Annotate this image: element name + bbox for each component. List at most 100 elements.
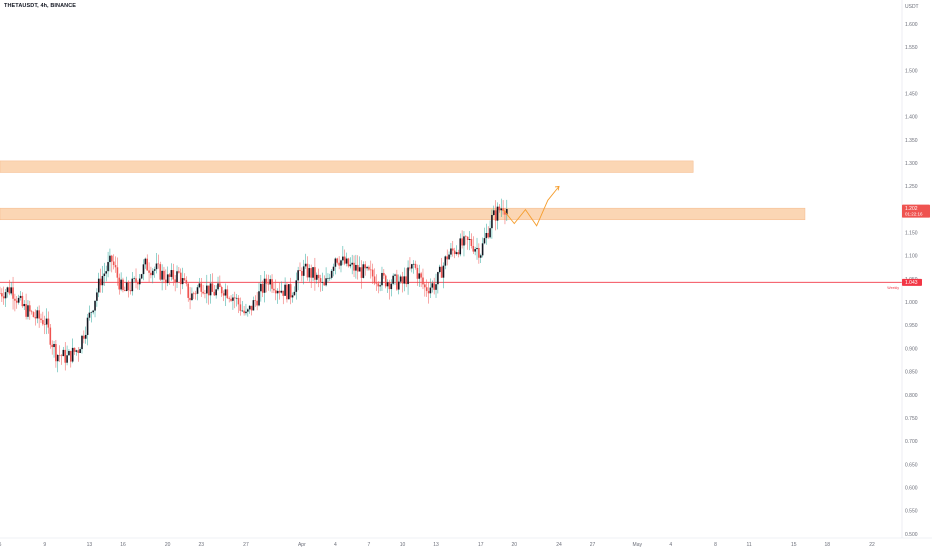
candle-body — [96, 292, 98, 301]
candle-body — [64, 349, 67, 363]
candle — [340, 259, 342, 273]
candle-body — [112, 261, 115, 266]
candle-body — [217, 283, 219, 290]
candle-body — [99, 278, 102, 286]
candle — [280, 281, 283, 294]
candle — [254, 295, 257, 307]
candle — [506, 199, 508, 221]
candle-body — [444, 256, 447, 266]
candle-body — [489, 228, 491, 238]
candle-body — [232, 297, 234, 301]
candle-body — [118, 277, 121, 290]
candle — [181, 267, 184, 290]
candle — [96, 288, 98, 307]
candle — [321, 272, 324, 292]
candle-body — [83, 335, 85, 339]
candle — [504, 207, 506, 225]
candle-body — [233, 297, 236, 299]
candle-body — [273, 288, 275, 291]
candle-body — [168, 274, 171, 277]
candle-body — [345, 258, 348, 264]
candle — [276, 288, 279, 304]
candle-body — [15, 300, 18, 303]
candle-body — [6, 287, 9, 293]
time-axis[interactable]: 5 9 13 16 20 23 27 Apr 4 7 10 13 17 20 24 27 May 4 8 11 15 18… — [0, 537, 932, 548]
candle-body — [151, 270, 154, 276]
candle — [368, 265, 370, 271]
price-axis[interactable]: USDT 1.600 1.550 1.500 1.450 1.400 1.350 1.300 1… — [901, 0, 919, 538]
candle — [414, 260, 417, 270]
candle — [239, 297, 242, 316]
candle-body — [280, 290, 283, 293]
candle-body — [125, 282, 128, 291]
candle — [122, 277, 124, 293]
candle — [148, 262, 150, 283]
time-tick-label: 9 — [43, 542, 46, 548]
price-tick-label: 1.550 — [905, 45, 918, 51]
candle — [226, 285, 229, 300]
candle — [468, 231, 471, 251]
candle-body — [21, 295, 24, 307]
candle — [206, 274, 208, 304]
candle-body — [424, 284, 426, 288]
candle — [405, 268, 408, 288]
candle — [451, 240, 454, 257]
candle — [351, 254, 353, 275]
candle — [178, 267, 180, 274]
candle-body — [459, 238, 462, 255]
candle — [474, 246, 476, 256]
price-tick-label: 0.850 — [905, 370, 918, 376]
candle — [133, 276, 135, 283]
candle-body — [51, 344, 53, 348]
candle — [291, 292, 294, 303]
candle — [496, 202, 499, 230]
time-tick-label: 10 — [400, 542, 406, 548]
time-tick-label: 13 — [433, 542, 439, 548]
candle — [155, 252, 158, 274]
candle — [42, 311, 44, 326]
candle-body — [189, 297, 191, 301]
candle-body — [289, 284, 292, 298]
candle-body — [157, 263, 160, 265]
candle-body — [211, 283, 214, 292]
projection-arrowhead — [554, 185, 560, 191]
candle-body — [191, 293, 193, 301]
candle — [116, 257, 119, 286]
candle-body — [120, 279, 122, 290]
candle-body — [342, 256, 344, 261]
candle — [312, 267, 314, 282]
candle-body — [4, 292, 7, 299]
candle — [487, 226, 489, 239]
candle — [14, 293, 16, 312]
candle-body — [34, 316, 37, 319]
candle-body — [420, 273, 422, 278]
candle — [8, 279, 11, 296]
candle — [317, 268, 320, 288]
candle-body — [146, 258, 149, 271]
candle-body — [170, 270, 173, 277]
candle-body — [129, 290, 132, 292]
candle — [94, 300, 96, 318]
candle-body — [92, 310, 94, 313]
candle-body — [187, 283, 189, 298]
candle-body — [321, 281, 324, 283]
candle-body — [314, 267, 316, 280]
candle — [412, 260, 415, 274]
candle — [342, 245, 344, 265]
candle — [97, 272, 100, 298]
candle — [159, 261, 162, 282]
candle-body — [349, 264, 352, 267]
candle — [103, 262, 106, 286]
symbol-title: THETAUSDT, 4h, BINANCE — [4, 3, 77, 9]
supply-zones-layer — [0, 160, 806, 221]
candle-body — [302, 266, 305, 276]
candle-body — [288, 284, 290, 300]
candle-body — [301, 270, 303, 276]
candle — [446, 249, 448, 266]
time-tick-label: 15 — [791, 542, 797, 548]
candle — [151, 268, 154, 284]
candle-body — [79, 349, 81, 353]
candle-body — [107, 262, 109, 272]
